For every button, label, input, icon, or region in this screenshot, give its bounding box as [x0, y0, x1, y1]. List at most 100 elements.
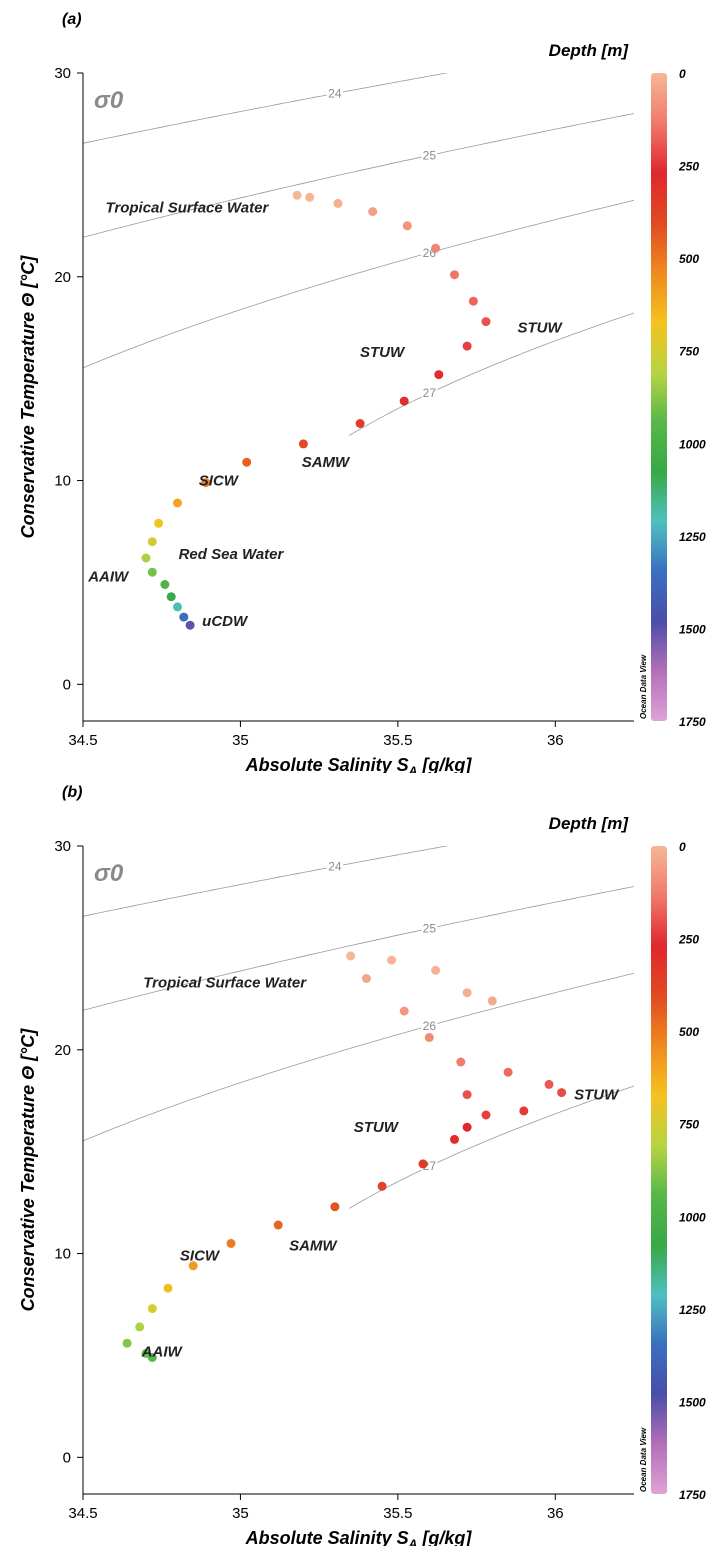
- isopycnal-label-bg: [421, 386, 438, 400]
- data-point: [402, 221, 412, 231]
- data-point: [188, 1261, 198, 1271]
- isopycnal-label-bg: [326, 859, 343, 873]
- isopycnal-line: [83, 806, 276, 839]
- colorbar-tick-label: 500: [679, 252, 699, 266]
- panel-label: (a): [62, 11, 82, 28]
- data-point: [242, 457, 252, 467]
- data-point: [292, 190, 302, 200]
- x-axis-label: Absolute Salinity SA [g/kg]: [245, 755, 473, 773]
- colorbar-tick-label: 750: [679, 345, 699, 359]
- data-point: [147, 567, 157, 577]
- colorbar: [651, 846, 667, 1494]
- data-point: [135, 1322, 145, 1332]
- colorbar-tick-label: 1750: [679, 1488, 706, 1502]
- data-point: [418, 1159, 428, 1169]
- data-point: [346, 951, 356, 961]
- x-axis-label: Absolute Salinity SA [g/kg]: [245, 1528, 473, 1546]
- x-tick-label: 35.5: [383, 1505, 412, 1522]
- water-mass-label: Tropical Surface Water: [143, 975, 307, 992]
- colorbar-title: Depth [m]: [549, 814, 630, 833]
- y-axis-label: Conservative Temperature Θ [°C]: [18, 1028, 38, 1312]
- water-mass-label: uCDW: [202, 613, 249, 630]
- data-point: [333, 198, 343, 208]
- chart-panel-a: 24 25 26 27 34.5 35 35.5 36 0 10 20 30 Absolute Sali…: [18, 11, 706, 773]
- data-point: [544, 1079, 554, 1089]
- data-point: [431, 965, 441, 975]
- isopycnal-label: 24: [328, 859, 342, 873]
- data-point: [185, 620, 195, 630]
- y-tick-label: 0: [63, 676, 71, 693]
- y-tick-label: 20: [54, 1042, 71, 1059]
- colorbar-title: Depth [m]: [549, 41, 630, 60]
- x-tick-label: 36: [547, 1505, 564, 1522]
- data-point: [434, 370, 444, 380]
- data-point: [450, 270, 459, 280]
- x-axis-label-sub: A: [408, 764, 418, 773]
- colorbar-tick-label: 1000: [679, 437, 706, 451]
- x-tick-label: 35: [232, 732, 249, 749]
- y-tick-label: 10: [54, 473, 71, 490]
- colorbar-tick-label: 1250: [679, 530, 706, 544]
- watermark-text: Ocean Data View: [639, 1427, 648, 1492]
- data-point: [487, 996, 497, 1006]
- y-tick-label: 0: [63, 1449, 71, 1466]
- watermark-text: Ocean Data View: [639, 654, 648, 719]
- data-point: [166, 592, 176, 602]
- isopycnal-line: [83, 73, 449, 144]
- isopycnal-label-bg: [326, 86, 343, 100]
- x-axis-label-main: Absolute Salinity S: [245, 755, 409, 773]
- data-point: [450, 1134, 459, 1144]
- water-mass-label: STUW: [517, 320, 563, 337]
- y-tick-label: 30: [54, 65, 71, 82]
- colorbar-tick-label: 250: [678, 160, 699, 174]
- data-point: [361, 974, 371, 983]
- y-tick-label: 30: [54, 838, 71, 855]
- isopycnal-line: [349, 312, 634, 436]
- data-point: [462, 1122, 472, 1132]
- x-axis-label-unit: [g/kg]: [417, 1528, 472, 1546]
- chart-panel-b: 24 25 26 27 34.5 35 35.5 36 0 10 20 30 Absolute Sali…: [0, 773, 711, 1546]
- data-point: [160, 580, 170, 589]
- y-tick-label: 10: [54, 1246, 71, 1263]
- data-point: [147, 1353, 157, 1362]
- isopycnal-line: [83, 113, 634, 238]
- colorbar-tick-label: 0: [679, 67, 686, 81]
- data-point: [147, 537, 157, 547]
- data-point: [122, 1338, 132, 1348]
- data-point: [377, 1181, 387, 1191]
- colorbar-tick-label: 1750: [679, 715, 706, 729]
- colorbar-tick-label: 1000: [679, 1210, 706, 1224]
- data-point: [424, 1033, 434, 1042]
- water-mass-label: AAIW: [141, 1343, 184, 1360]
- plot-background: [83, 846, 634, 1494]
- water-mass-label: AAIW: [87, 568, 130, 585]
- colorbar: [651, 73, 667, 721]
- water-mass-label: Tropical Surface Water: [105, 199, 269, 216]
- x-tick-label: 35: [232, 1505, 249, 1522]
- data-point: [330, 1202, 340, 1212]
- isopycnal-label: 26: [423, 1019, 437, 1033]
- isopycnal-label: 25: [423, 148, 437, 162]
- data-point: [519, 1106, 529, 1116]
- colorbar-tick-label: 1500: [679, 622, 706, 636]
- y-tick-label: 20: [54, 269, 71, 286]
- x-tick-label: 36: [547, 732, 564, 749]
- data-point: [173, 498, 182, 508]
- data-point: [456, 1057, 466, 1067]
- water-mass-label: SICW: [199, 473, 240, 490]
- isopycnal-label-bg: [421, 1018, 438, 1032]
- data-point: [147, 1304, 157, 1314]
- water-mass-label: SAMW: [302, 454, 351, 471]
- x-axis-label-main: Absolute Salinity S: [245, 1528, 409, 1546]
- colorbar-tick-label: 0: [679, 840, 686, 854]
- isopycnal-line: [83, 33, 276, 66]
- data-point: [173, 602, 182, 612]
- data-point: [305, 192, 315, 202]
- data-points: [122, 951, 567, 1362]
- colorbar-tick-label: 250: [678, 933, 699, 947]
- isopycnal-label-bg: [421, 921, 438, 935]
- data-point: [387, 955, 397, 965]
